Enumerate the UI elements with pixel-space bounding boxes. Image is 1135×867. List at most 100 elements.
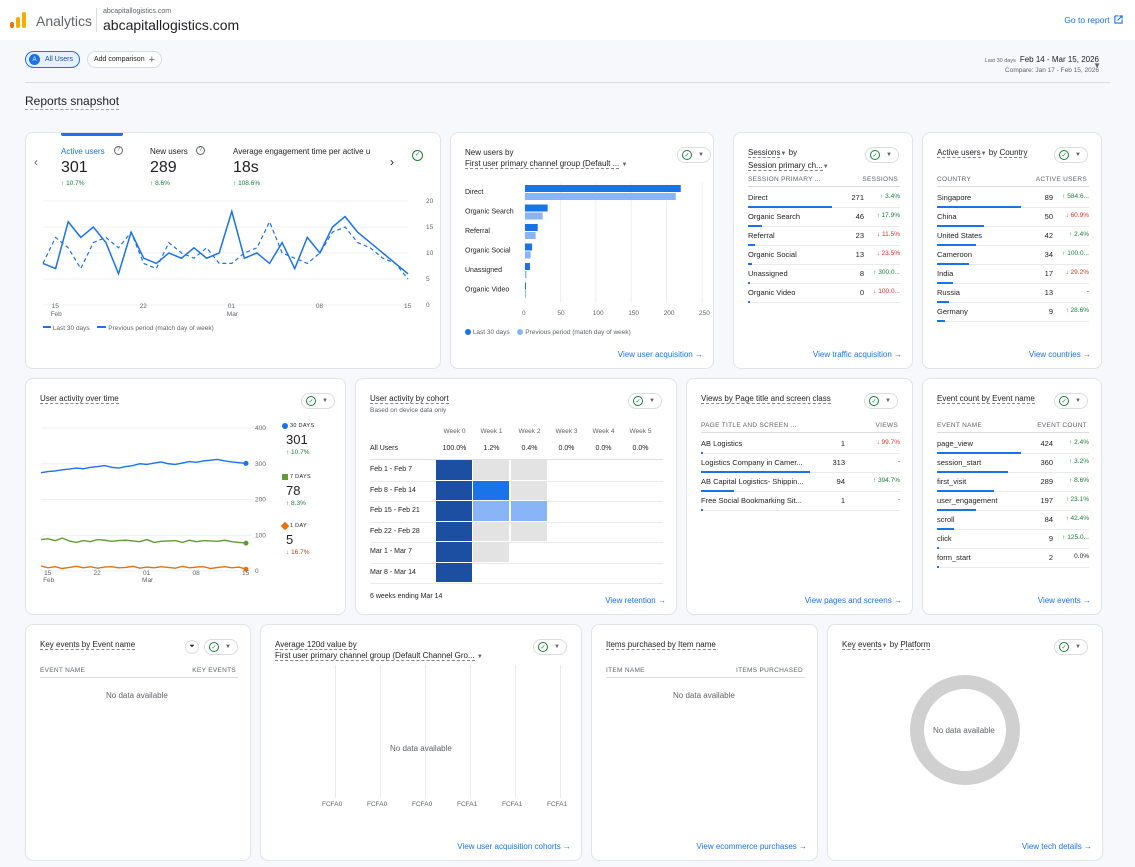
table-row[interactable]: scroll 84 ↑ 42.4% xyxy=(937,511,1089,530)
chevron-down-icon[interactable]: ▼ xyxy=(881,643,888,649)
arrow-right-icon: → xyxy=(695,350,703,359)
date-range-picker[interactable]: Last 30 days Feb 14 - Mar 15, 2026 Compar… xyxy=(985,55,1099,74)
compare-check-icon[interactable]: ✓ xyxy=(412,150,423,161)
view-traffic-acquisition-link[interactable]: View traffic acquisition → xyxy=(812,350,902,359)
y-tick-label: 20 xyxy=(426,198,434,205)
view-pages-and-screens-link[interactable]: View pages and screens → xyxy=(804,596,902,605)
chevron-down-icon[interactable]: ▼ xyxy=(980,151,987,157)
table-row[interactable]: Logistics Company in Camer... 313 - xyxy=(701,454,900,473)
series-label: 30 DAYS xyxy=(290,423,315,429)
compare-toggle[interactable]: ✓ ▼ xyxy=(1054,639,1088,655)
cohort-row-rule xyxy=(370,542,663,543)
countries-title: Active users▼ by Country xyxy=(937,148,1028,158)
compare-toggle[interactable]: ✓ ▼ xyxy=(1054,393,1088,409)
compare-toggle[interactable]: ✓ ▼ xyxy=(1054,147,1088,163)
compare-toggle[interactable]: ✓ ▼ xyxy=(628,393,662,409)
view-ecommerce-purchases-link[interactable]: View ecommerce purchases → xyxy=(696,842,807,851)
filter-icon[interactable]: ⏷ xyxy=(185,640,199,654)
compare-toggle[interactable]: ✓ ▼ xyxy=(301,393,335,409)
table-row[interactable]: AB Capital Logistics- Shippin... 94 ↑ 394.… xyxy=(701,473,900,492)
date-dropdown-icon[interactable]: ▼ xyxy=(1093,61,1101,70)
compare-toggle[interactable]: ✓ ▼ xyxy=(204,639,238,655)
table-row[interactable]: China 50 ↓ 60.9% xyxy=(937,208,1089,227)
table-row[interactable]: user_engagement 197 ↑ 23.1% xyxy=(937,492,1089,511)
compare-toggle[interactable]: ✓ ▼ xyxy=(864,393,898,409)
row-value: 424 xyxy=(1040,439,1053,448)
compare-toggle[interactable]: ✓ ▼ xyxy=(533,639,567,655)
compare-toggle[interactable]: ✓ ▼ xyxy=(865,147,899,163)
table-row[interactable]: Germany 9 ↑ 28.6% xyxy=(937,303,1089,322)
series-line xyxy=(40,537,247,544)
chevron-down-icon[interactable]: ▼ xyxy=(780,151,787,157)
engagement-time-label[interactable]: Average engagement time per active u xyxy=(233,147,371,156)
table-row[interactable]: India 17 ↓ 29.2% xyxy=(937,265,1089,284)
views-card: Views by Page title and screen class ✓ ▼ … xyxy=(686,378,913,615)
row-label: China xyxy=(937,212,957,221)
table-row[interactable]: Direct 271 ↑ 3.4% xyxy=(748,189,900,208)
check-icon: ✓ xyxy=(209,642,219,652)
metric-selector[interactable]: Sessions xyxy=(748,148,781,158)
cohort-row-label: Feb 22 - Feb 28 xyxy=(370,527,420,535)
table-row[interactable]: Cameroon 34 ↑ 100.0... xyxy=(937,246,1089,265)
prev-metric-icon[interactable]: ‹ xyxy=(34,155,38,169)
view-user-acquisition-cohorts-link[interactable]: View user acquisition cohorts → xyxy=(457,842,571,851)
new-users-label[interactable]: New users xyxy=(150,147,188,156)
category-label: Organic Social xyxy=(465,248,511,255)
view-events-link[interactable]: View events → xyxy=(1037,596,1091,605)
table-row[interactable]: first_visit 289 ↑ 8.6% xyxy=(937,473,1089,492)
active-users-label[interactable]: Active users xyxy=(61,147,105,156)
check-icon: ✓ xyxy=(1059,642,1069,652)
table-row[interactable]: United States 42 ↑ 2.4% xyxy=(937,227,1089,246)
row-change: ↑ 2.4% xyxy=(1069,231,1089,238)
x-tick-label: 15 xyxy=(404,303,412,310)
dimension-selector[interactable]: First user primary channel group (Defaul… xyxy=(275,651,475,661)
dimension-selector[interactable]: Platform xyxy=(900,640,931,650)
next-metric-icon[interactable]: › xyxy=(390,155,394,169)
table-row[interactable]: page_view 424 ↑ 2.4% xyxy=(937,435,1089,454)
table-row[interactable]: Referral 23 ↓ 11.5% xyxy=(748,227,900,246)
help-icon[interactable]: ? xyxy=(196,146,205,155)
row-label: Russia xyxy=(937,288,960,297)
view-countries-link[interactable]: View countries → xyxy=(1028,350,1091,359)
add-comparison-button[interactable]: Add comparison + xyxy=(87,51,163,68)
go-to-report-link[interactable]: Go to report xyxy=(1064,15,1123,25)
active-users-change: ↑ 10.7% xyxy=(61,180,85,187)
table-row[interactable]: Organic Video 0 ↓ 100.0... xyxy=(748,284,900,303)
dropdown-icon: ▼ xyxy=(1075,644,1081,650)
table-row[interactable]: click 9 ↑ 125.0... xyxy=(937,530,1089,549)
view-tech-details-link[interactable]: View tech details → xyxy=(1021,842,1092,851)
table-row[interactable]: Free Social Bookmarking Sit... 1 - xyxy=(701,492,900,511)
dimension-selector[interactable]: Session primary ch... xyxy=(748,161,823,171)
all-users-chip[interactable]: A All Users xyxy=(25,51,81,68)
table-row[interactable]: AB Logistics 1 ↓ 99.7% xyxy=(701,435,900,454)
chevron-down-icon[interactable]: ▼ xyxy=(621,162,628,168)
dimension-selector[interactable]: Country xyxy=(999,148,1028,158)
table-row[interactable]: session_start 360 ↑ 3.2% xyxy=(937,454,1089,473)
view-user-acquisition-link[interactable]: View user acquisition → xyxy=(617,350,703,359)
table-row[interactable]: Singapore 89 ↑ 584.6... xyxy=(937,189,1089,208)
table-row[interactable]: Organic Search 46 ↑ 17.9% xyxy=(748,208,900,227)
row-bar xyxy=(748,282,751,284)
add-comparison-label: Add comparison xyxy=(94,56,145,63)
view-retention-link[interactable]: View retention → xyxy=(605,596,666,605)
check-icon: ✓ xyxy=(306,396,316,406)
property-name[interactable]: abcapitallogistics.com xyxy=(103,17,240,33)
chevron-down-icon[interactable]: ▼ xyxy=(822,164,829,170)
metric-selector[interactable]: Key events xyxy=(842,640,882,650)
chevron-down-icon[interactable]: ▼ xyxy=(476,654,483,660)
row-value: 1 xyxy=(840,439,845,448)
series-value: 301 xyxy=(286,432,308,447)
table-row[interactable]: Unassigned 8 ↑ 300.0... xyxy=(748,265,900,284)
key-events-header-rule xyxy=(40,677,238,678)
table-row[interactable]: form_start 2 0.0% xyxy=(937,549,1089,568)
compare-toggle[interactable]: ✓ ▼ xyxy=(677,147,711,163)
table-row[interactable]: Organic Social 13 ↓ 23.5% xyxy=(748,246,900,265)
table-row[interactable]: Russia 13 - xyxy=(937,284,1089,303)
row-value: 0 xyxy=(859,288,864,297)
cohort-cell xyxy=(511,501,547,521)
x-tick-label: 150 xyxy=(628,310,639,317)
metric-selector[interactable]: Active users xyxy=(937,148,981,158)
dimension-selector[interactable]: First user primary channel group (Defaul… xyxy=(465,159,620,169)
help-icon[interactable]: ? xyxy=(114,146,123,155)
account-name-small[interactable]: abcapitallogistics.com xyxy=(103,8,172,15)
